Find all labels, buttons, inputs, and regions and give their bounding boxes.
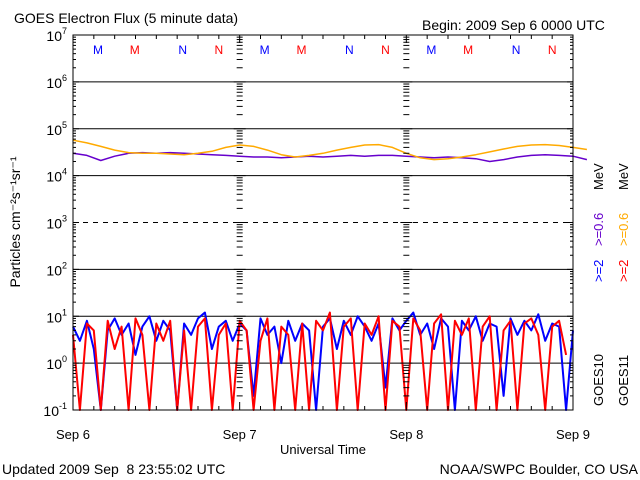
event-marker: M xyxy=(296,43,306,57)
y-tick-label: 106 xyxy=(46,73,67,91)
legend-goes10-2: >=2 xyxy=(591,260,606,282)
event-marker: M xyxy=(130,43,140,57)
event-marker: N xyxy=(512,43,521,57)
begin-label: Begin: 2009 Sep 6 0000 UTC xyxy=(422,17,605,33)
x-tick-label: Sep 7 xyxy=(223,427,257,442)
y-tick-label: 100 xyxy=(46,354,67,372)
legend: MeV >=0.6 >=2 GOES10 MeV >=0.6 >=2 GOES1… xyxy=(591,163,631,406)
axis-ticks xyxy=(72,35,573,411)
gridlines xyxy=(73,81,573,364)
legend-goes10: GOES10 xyxy=(591,354,606,406)
event-marker: M xyxy=(93,43,103,57)
y-tick-labels: 107 106 105 104 103 102 101 100 10-1 xyxy=(43,26,67,419)
event-marker: N xyxy=(178,43,187,57)
y-tick-label: 104 xyxy=(46,167,67,185)
event-marker: M xyxy=(426,43,436,57)
series-line xyxy=(72,139,588,161)
y-tick-label: 10-1 xyxy=(43,401,67,419)
updated-timestamp: Updated 2009 Sep 8 23:55:02 UTC xyxy=(2,461,225,477)
y-tick-label: 101 xyxy=(46,307,67,325)
y-tick-label: 103 xyxy=(46,214,67,232)
event-marker: N xyxy=(548,43,557,57)
y-tick-label: 102 xyxy=(46,260,67,278)
legend-unit-2: MeV xyxy=(616,163,631,190)
chart-title: GOES Electron Flux (5 minute data) xyxy=(14,10,238,26)
legend-goes11: GOES11 xyxy=(616,355,631,406)
x-tick-label: Sep 6 xyxy=(56,427,90,442)
legend-goes10-06: >=0.6 xyxy=(591,213,606,246)
series-line xyxy=(72,311,568,411)
y-tick-label: 107 xyxy=(46,26,67,44)
y-axis-label: Particles cm⁻²s⁻¹sr⁻¹ xyxy=(7,156,23,287)
series-group xyxy=(72,139,588,411)
legend-unit-1: MeV xyxy=(591,163,606,190)
x-tick-labels: Sep 6 Sep 7 Sep 8 Sep 9 xyxy=(56,427,590,442)
x-axis-label: Universal Time xyxy=(280,442,366,457)
event-marker: M xyxy=(463,43,473,57)
event-marker: N xyxy=(381,43,390,57)
x-tick-label: Sep 9 xyxy=(556,427,590,442)
event-marker: N xyxy=(214,43,223,57)
source-credit: NOAA/SWPC Boulder, CO USA xyxy=(440,461,639,477)
x-tick-label: Sep 8 xyxy=(389,427,423,442)
event-marker: M xyxy=(260,43,270,57)
legend-goes11-2: >=2 xyxy=(616,260,631,282)
event-marker: N xyxy=(345,43,354,57)
legend-goes11-06: >=0.6 xyxy=(616,213,631,246)
y-tick-label: 105 xyxy=(46,120,67,138)
